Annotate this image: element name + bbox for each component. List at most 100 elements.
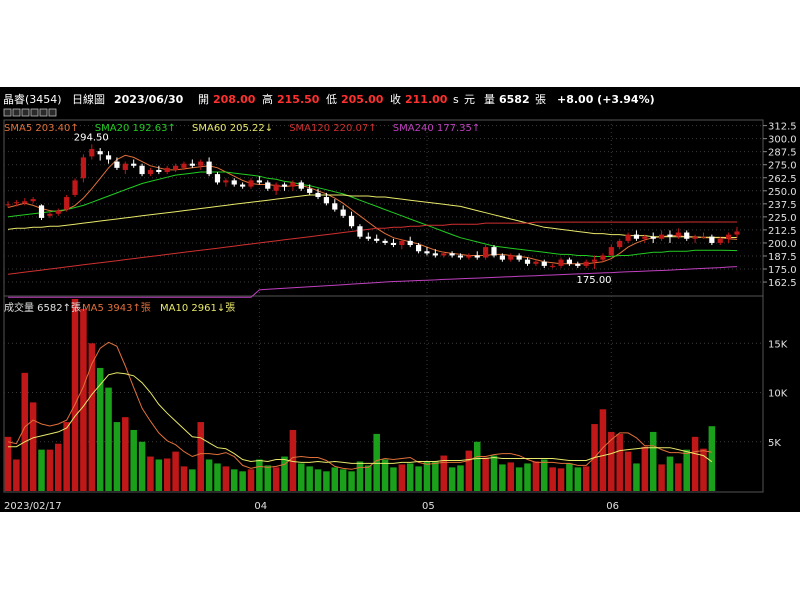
candle-body [332, 203, 338, 210]
candle-body [524, 259, 531, 264]
candle-body [684, 232, 690, 239]
candle-body [692, 236, 698, 239]
candle-body [105, 155, 112, 160]
volume-bar [289, 429, 297, 491]
candle-body [399, 240, 405, 246]
volume-bar [406, 463, 414, 491]
legend-sma20: SMA20 192.63↑ [95, 123, 176, 134]
price-tick-label: 237.5 [768, 200, 797, 211]
candle-body [139, 165, 145, 175]
legend-ma10: MA10 2961↓張 [160, 302, 235, 314]
tool-icon-6[interactable] [48, 108, 57, 117]
tool-icon-3[interactable] [21, 108, 30, 117]
price-tick-label: 250.0 [768, 187, 797, 198]
price-unit: 元 [464, 93, 475, 106]
candle-body [558, 259, 564, 266]
volume-bar [96, 367, 104, 491]
candle-body [642, 236, 648, 239]
volume-bar [256, 459, 263, 491]
volume-bar [63, 422, 70, 491]
volume-ma10-line [8, 372, 713, 464]
volume-bar [222, 466, 230, 491]
candle-body [700, 236, 707, 238]
candle-body [13, 202, 19, 204]
volume-bar [230, 469, 238, 491]
legend-成交量: 成交量 6582↑張 [4, 301, 81, 314]
volume-bar [641, 446, 649, 491]
price-axis: 312.5 300.0 287.5 275.0 262.5 250.0 237.5 225.0… [763, 122, 797, 289]
candle-body [382, 240, 388, 243]
candles [5, 144, 740, 270]
volume-bar [599, 409, 607, 491]
volume-bar [541, 459, 548, 491]
sma60-line [7, 194, 737, 238]
candle-body [717, 238, 723, 243]
legend-sma5: SMA5 203.40↑ [4, 123, 79, 134]
volume-bar [381, 459, 389, 491]
change-value: +8.00 (+3.94%) [557, 93, 655, 106]
volume-bar [465, 450, 473, 491]
sma240-line [8, 266, 738, 298]
volume-bar [214, 463, 221, 491]
volume-bar [281, 456, 288, 491]
candle-body [457, 255, 464, 258]
tool-icon-2[interactable] [12, 108, 21, 117]
volume-bar [130, 429, 137, 491]
high-annotation: 294.50 [74, 132, 109, 143]
candle-body [566, 259, 573, 264]
volume-bar [55, 443, 62, 491]
annotations: 294.50 175.00 [74, 132, 612, 286]
volume-bars [4, 299, 716, 491]
price-tick-label: 312.5 [768, 122, 797, 133]
candle-body [499, 255, 505, 260]
candle-body [22, 201, 28, 204]
candle-body [491, 247, 497, 256]
low-label: 低 [326, 93, 337, 106]
volume-legend: 成交量 6582↑張 MA5 3943↑張 MA10 2961↓張 [4, 301, 235, 314]
volume-bar [298, 463, 305, 491]
candle-body [89, 149, 95, 157]
price-tick-label: 262.5 [768, 174, 797, 185]
candle-body [248, 180, 254, 187]
candle-body [633, 234, 640, 239]
volume-tick-label: 5K [768, 438, 781, 449]
candle-body [583, 261, 589, 266]
volume-bar [180, 466, 188, 491]
volume-bar [306, 466, 313, 491]
candle-body [265, 182, 271, 189]
price-tick-label: 275.0 [768, 161, 797, 172]
candle-body [256, 180, 262, 183]
volume-bar [247, 469, 255, 491]
tool-icon-5[interactable] [39, 108, 48, 117]
volume-bar [88, 343, 96, 491]
tool-icon-1[interactable] [3, 108, 12, 117]
candle-body [72, 180, 78, 195]
candle-body [147, 169, 154, 175]
volume-bar [122, 417, 129, 491]
candle-body [466, 255, 472, 258]
candle-body [273, 184, 279, 191]
candle-body [449, 253, 455, 256]
volume-bar [608, 431, 615, 491]
price-tick-label: 187.5 [768, 252, 797, 263]
volume-bar [172, 451, 179, 491]
volume-bar [113, 422, 121, 491]
candle-body [298, 182, 304, 189]
candle-body [658, 234, 665, 239]
volume-bar [323, 471, 330, 491]
low-annotation: 175.00 [577, 275, 612, 286]
open-label: 開 [198, 93, 209, 106]
volume-bar [339, 469, 347, 491]
tool-icon-4[interactable] [30, 108, 39, 117]
volume-bar [675, 463, 682, 491]
price-tick-label: 300.0 [768, 135, 797, 146]
close-label: 收 [390, 92, 401, 106]
volume-bar [616, 433, 623, 491]
candle-body [675, 232, 681, 237]
candle-body [734, 231, 740, 235]
volume-bar [666, 456, 674, 491]
volume-bar [46, 449, 54, 491]
candle-body [290, 182, 296, 187]
volume-bar [147, 456, 154, 491]
candle-body [474, 255, 480, 258]
